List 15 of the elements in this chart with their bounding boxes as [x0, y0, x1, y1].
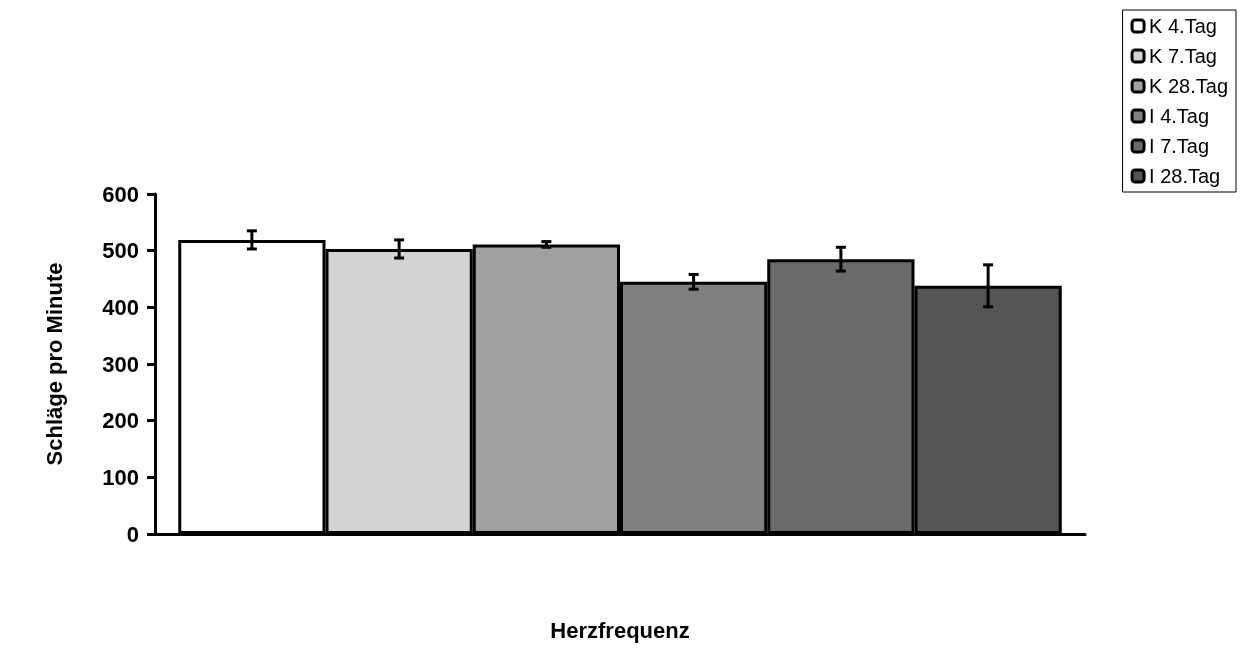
y-tick-label: 200: [102, 408, 139, 434]
legend-label: K 4.Tag: [1149, 15, 1217, 37]
legend-label: I 7.Tag: [1149, 135, 1210, 157]
y-tick-label: 300: [102, 351, 139, 377]
y-axis-title: Schläge pro Minute: [41, 262, 67, 466]
y-tick-label: 500: [102, 238, 139, 264]
y-tick-label: 400: [102, 294, 139, 320]
legend-label: I 4.Tag: [1149, 105, 1210, 127]
y-tick-label: 0: [126, 521, 139, 547]
y-tick-label: 600: [102, 181, 139, 207]
legend-label: K 7.Tag: [1149, 45, 1217, 67]
legend-label: K 28.Tag: [1149, 75, 1229, 97]
y-tick-label: 100: [102, 464, 139, 490]
legend-label: I 28.Tag: [1149, 165, 1221, 187]
x-axis-title: Herzfrequenz: [550, 617, 690, 643]
